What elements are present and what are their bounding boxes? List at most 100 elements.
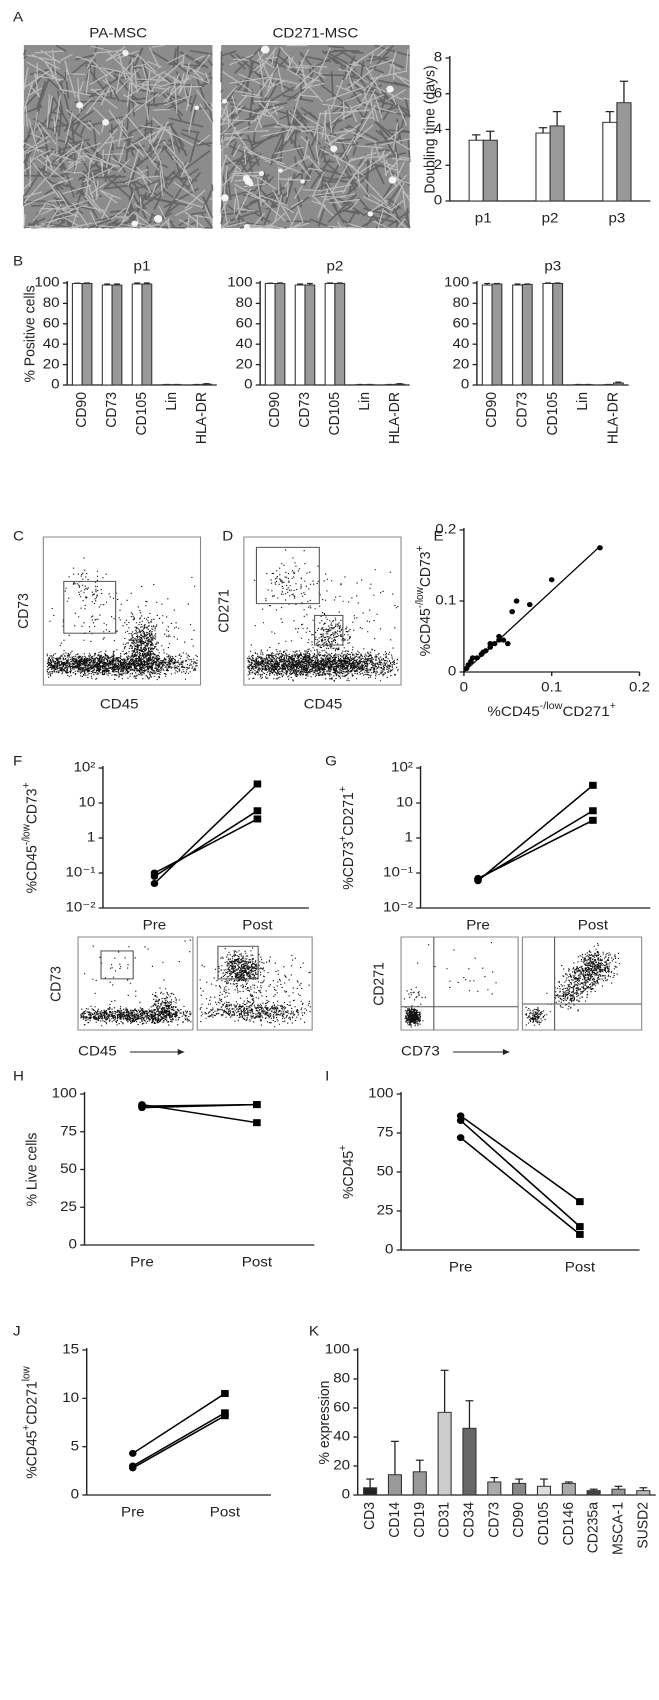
- panel-letter: H: [13, 1069, 24, 1084]
- y-tick-label: 0.1: [435, 593, 456, 608]
- bright-cell: [122, 50, 129, 56]
- point-marker: [128, 1464, 137, 1472]
- bar: [535, 132, 551, 202]
- bright-cell: [278, 168, 283, 173]
- y-tick-label: 80: [333, 1371, 350, 1386]
- y-tick-label: 1: [405, 830, 413, 845]
- bright-cell: [131, 220, 138, 227]
- y-tick-label: 0: [71, 1487, 79, 1502]
- bright-cell: [194, 105, 200, 110]
- series-line: [132, 1412, 226, 1467]
- gate: [217, 945, 259, 980]
- bright-cell: [221, 194, 229, 202]
- arrow-head: [502, 1049, 510, 1055]
- panel-letter: I: [325, 1069, 329, 1084]
- x-tick-label: Post: [578, 918, 608, 933]
- x-tick-label: p3: [608, 211, 625, 226]
- x-axis-label: %CD45-/lowCD271+: [487, 702, 616, 720]
- point-marker: [576, 1198, 584, 1206]
- y-axis-label: Doubling time (days): [422, 65, 439, 193]
- point-marker: [138, 1104, 146, 1112]
- bar: [111, 284, 123, 386]
- x-tick-label: CD235a: [585, 1501, 602, 1553]
- point-marker: [589, 807, 597, 815]
- gate: [63, 580, 117, 634]
- bar: [334, 283, 346, 386]
- x-tick-label: CD105: [326, 392, 343, 436]
- bar: [71, 283, 83, 386]
- x-axis-label-part: +: [610, 702, 616, 713]
- y-tick-label: 60: [43, 316, 60, 331]
- flow-y-label: CD73: [15, 593, 32, 629]
- bar: [387, 1474, 402, 1496]
- bar: [101, 284, 113, 386]
- scatter-point: [597, 545, 603, 551]
- point-marker: [253, 807, 262, 815]
- bar: [586, 1490, 601, 1496]
- y-axis-label-part: +: [21, 783, 32, 789]
- x-tick-label: HLA-DR: [193, 392, 210, 444]
- y-axis-label-part: +: [338, 1145, 349, 1151]
- bright-cell: [388, 176, 397, 184]
- flow-x-label: CD45: [100, 697, 139, 712]
- scatter-point: [496, 637, 502, 643]
- y-tick-label: 75: [60, 1124, 77, 1139]
- y-tick-label: 10⁻¹: [65, 865, 95, 880]
- x-tick-label: 0: [460, 680, 468, 695]
- scatter-point: [474, 655, 480, 661]
- x-tick-label: CD73: [514, 392, 531, 428]
- series-line: [460, 1119, 581, 1228]
- bar: [616, 102, 632, 202]
- y-tick-label: 15: [62, 1342, 79, 1357]
- chart-title: p2: [326, 259, 343, 274]
- panel-letter: G: [325, 754, 337, 769]
- bright-cell: [300, 179, 305, 184]
- bar: [512, 284, 523, 386]
- point-marker: [253, 780, 262, 788]
- bar: [521, 284, 533, 386]
- bar: [81, 283, 93, 386]
- scatter-point: [526, 601, 533, 608]
- scatter-point: [483, 648, 489, 654]
- y-tick-label: 100: [368, 1086, 393, 1101]
- bar: [274, 283, 286, 386]
- x-tick-label: HLA-DR: [386, 392, 403, 444]
- micrograph-label: PA-MSC: [89, 26, 147, 41]
- y-tick-label: 60: [333, 1400, 350, 1415]
- x-tick-label: Pre: [466, 918, 490, 933]
- x-tick-label: CD73: [297, 392, 314, 428]
- point-marker: [589, 781, 597, 789]
- x-tick-label: CD90: [511, 1502, 528, 1538]
- point-marker: [221, 1412, 229, 1420]
- panel-letter: A: [13, 10, 23, 25]
- flow-x-label: CD45: [304, 697, 343, 712]
- x-tick-label: CD146: [560, 1502, 577, 1546]
- y-tick-label: 2: [434, 157, 442, 172]
- x-tick-label: Post: [565, 1260, 595, 1275]
- y-tick-label: 0: [51, 377, 59, 392]
- flow-y-label: CD271: [216, 589, 233, 633]
- chart-title: p3: [544, 259, 561, 274]
- x-tick-label: CD3: [362, 1502, 379, 1530]
- bar: [561, 1482, 576, 1496]
- y-tick-label: 20: [236, 357, 253, 372]
- y-tick-label: 40: [333, 1429, 350, 1444]
- arrow-head: [177, 1049, 185, 1055]
- y-axis-label: % Positive cells: [22, 285, 39, 382]
- y-tick-label: 1: [87, 830, 95, 845]
- bar: [468, 139, 484, 202]
- bar: [363, 1487, 378, 1496]
- series-line: [477, 784, 594, 882]
- bright-cell: [76, 102, 84, 109]
- x-tick-label: Lin: [356, 392, 373, 411]
- bar: [487, 1481, 502, 1496]
- bar: [611, 1488, 626, 1496]
- series-line: [153, 783, 259, 885]
- bar: [542, 283, 554, 386]
- y-tick-label: 10: [62, 1391, 79, 1406]
- gate: [100, 950, 134, 980]
- series-line: [477, 819, 594, 880]
- gate: [314, 614, 344, 646]
- x-tick-label: 0.1: [541, 680, 562, 695]
- y-axis-label-part: +: [21, 1425, 32, 1431]
